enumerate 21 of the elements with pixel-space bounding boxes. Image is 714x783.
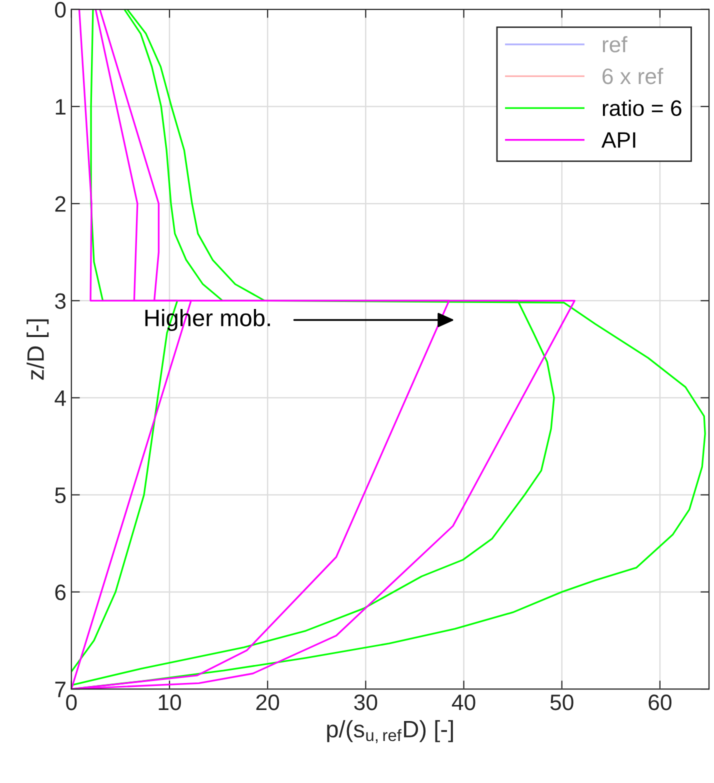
x-tick-label: 40 [452, 694, 476, 710]
x-tick-label: 50 [550, 694, 574, 710]
x-tick-label: 30 [354, 694, 378, 710]
x-tick-label: 10 [158, 694, 181, 710]
y-axis-title: z/D [-] [26, 319, 49, 380]
legend-label: ratio = 6 [602, 100, 682, 116]
x-axis-title: p/(s$_{u,ref}$D) [-] [327, 720, 453, 744]
y-tick-label: 0 [55, 2, 66, 18]
y-tick-label: 7 [55, 682, 66, 698]
legend-label: ref [602, 36, 628, 52]
x-tick-label: 60 [648, 694, 672, 710]
y-tick-label: 2 [55, 196, 66, 212]
legend-label: API [601, 132, 636, 148]
y-tick-label: 6 [55, 584, 66, 600]
x-tick-label: 0 [66, 694, 77, 710]
y-tick-label: 5 [55, 488, 66, 504]
x-tick-label: 20 [256, 694, 280, 710]
y-tick-label: 4 [54, 390, 66, 406]
y-tick-label: 1 [56, 99, 66, 115]
y-tick-label: 3 [55, 293, 66, 309]
legend-label: 6 x ref [602, 68, 664, 84]
